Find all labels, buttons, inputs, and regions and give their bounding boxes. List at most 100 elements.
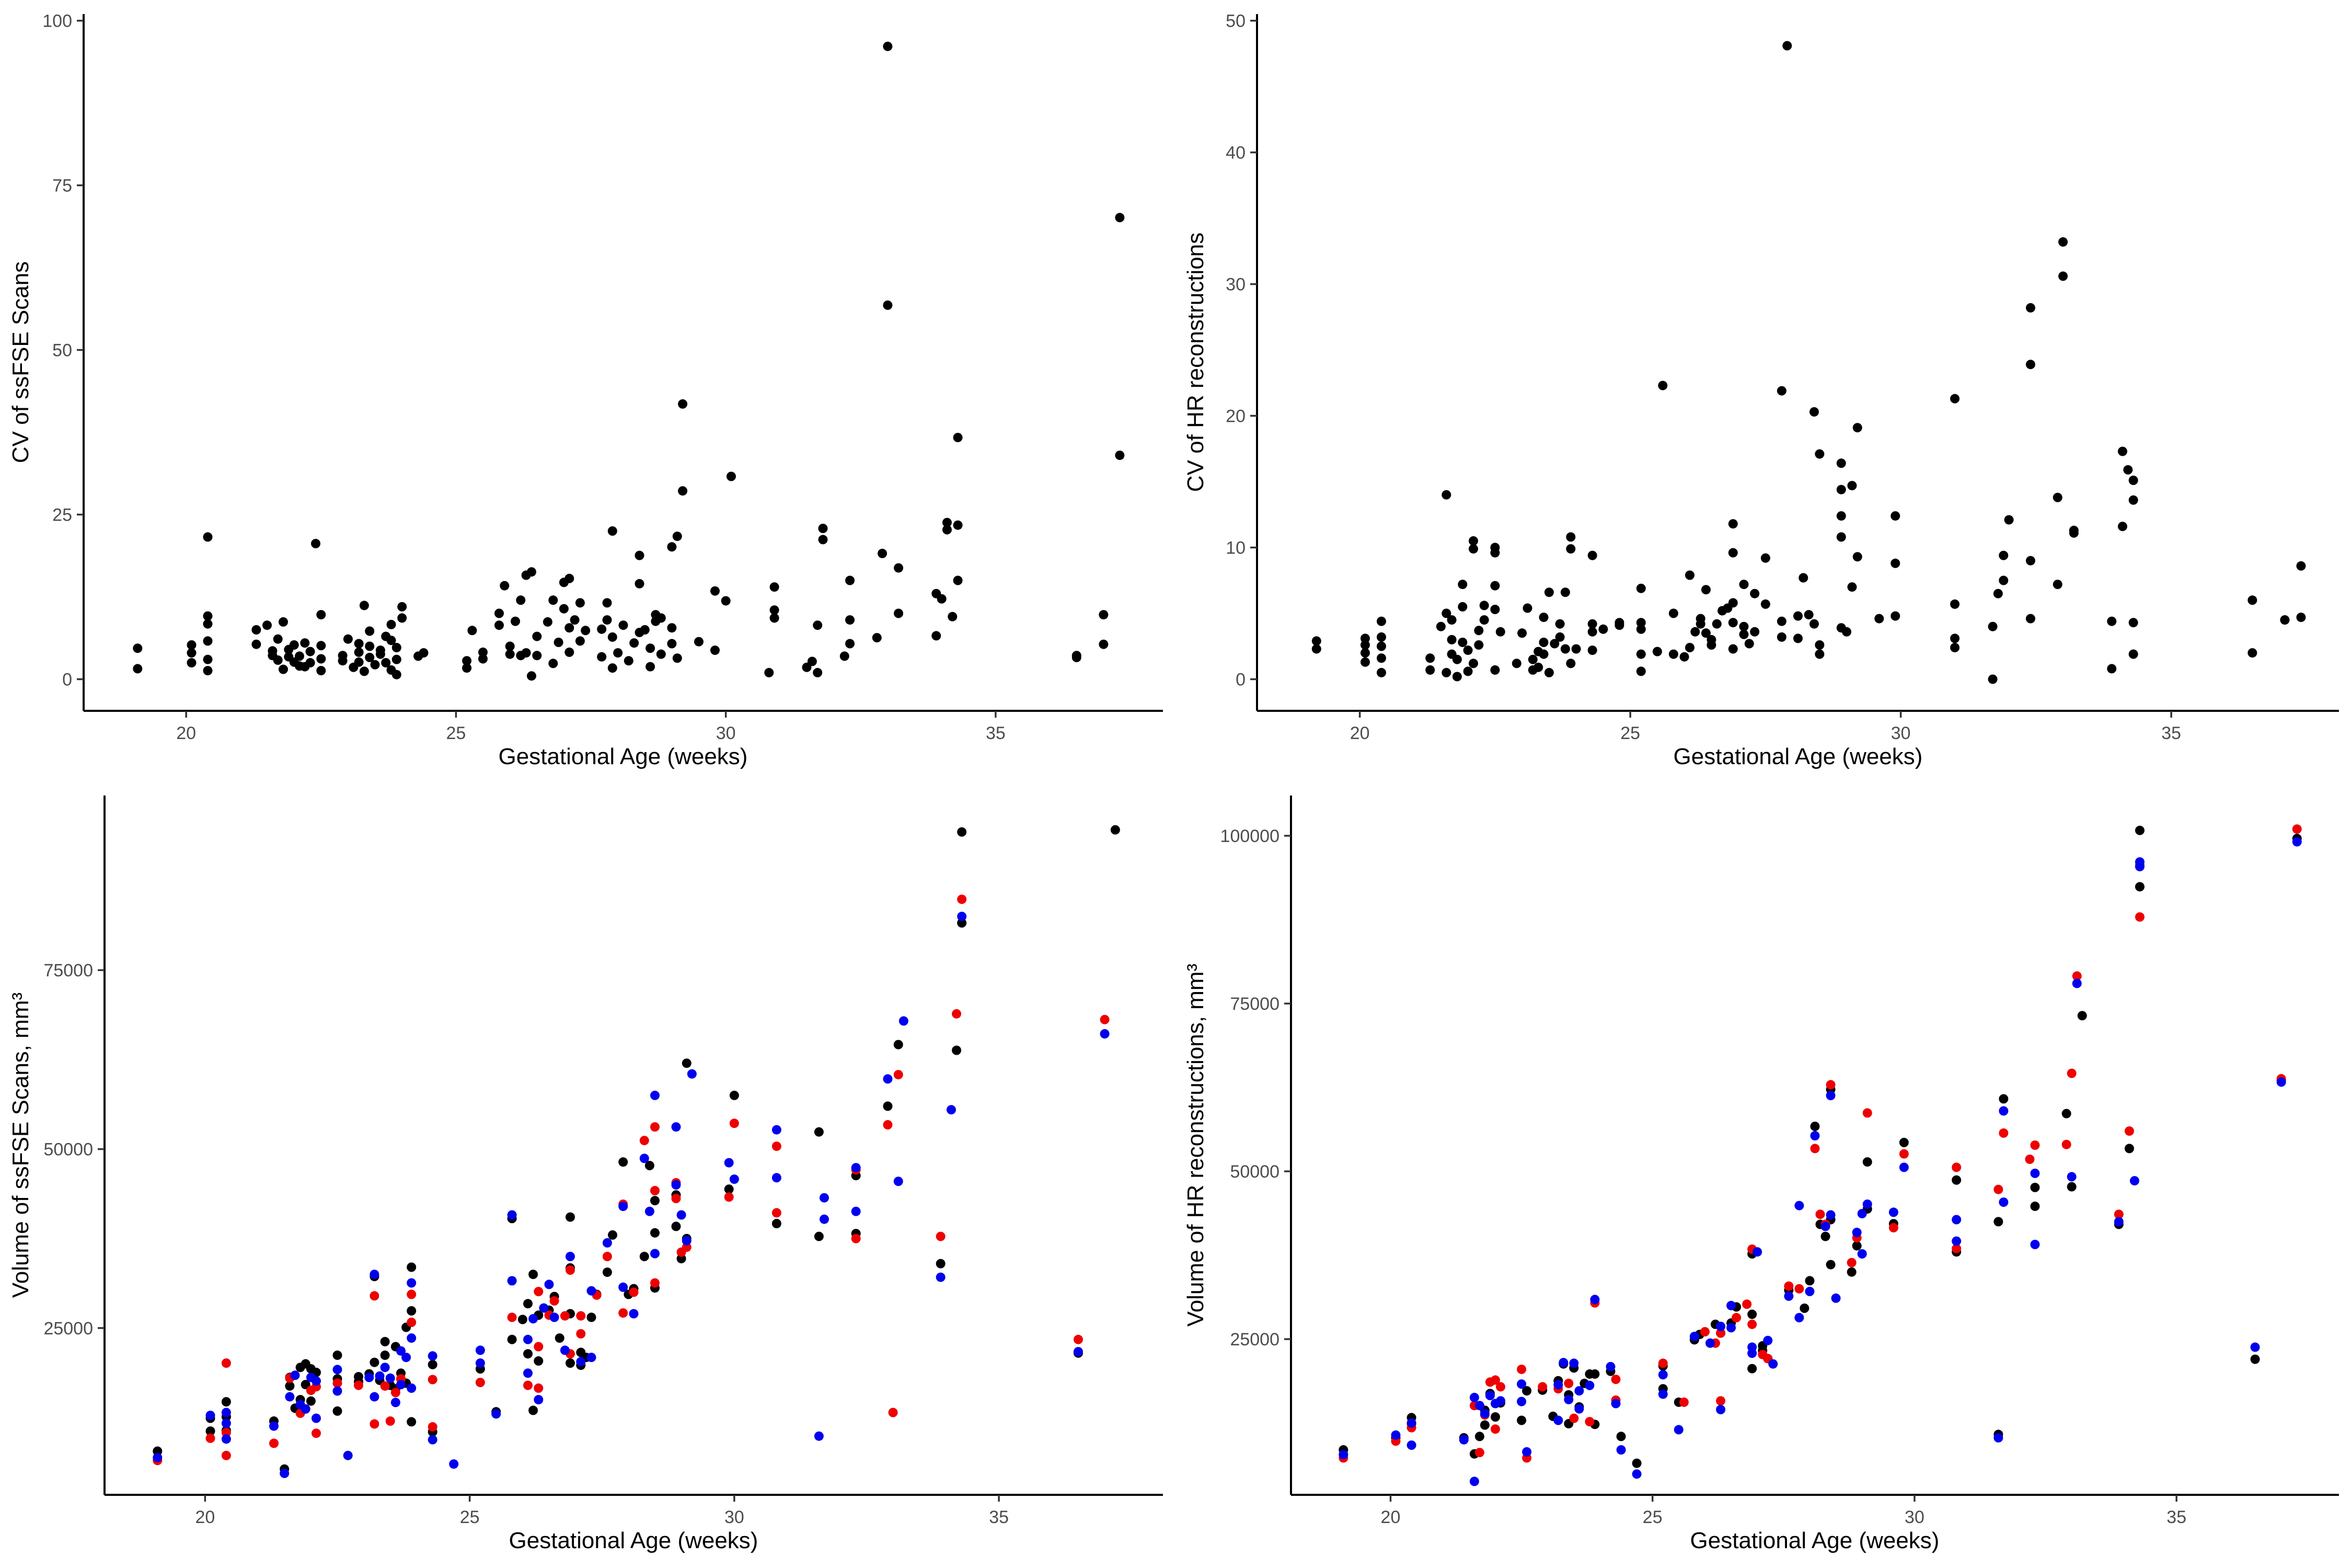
- data-point-CV: [710, 645, 720, 655]
- data-point-CV: [354, 639, 364, 649]
- data-point-CV: [1815, 640, 1825, 650]
- data-point-CV: [1852, 552, 1862, 562]
- data-point-blue: [566, 1252, 575, 1261]
- data-point-CV: [2247, 648, 2257, 658]
- data-point-CV: [548, 659, 558, 668]
- data-point-red: [957, 894, 967, 904]
- data-point-CV: [1115, 213, 1125, 223]
- data-point-black: [814, 1231, 824, 1241]
- data-point-CV: [1377, 667, 1386, 677]
- data-point-blue: [671, 1180, 681, 1190]
- y-axis-title: Volume of HR reconstructions, mm³: [1183, 964, 1208, 1327]
- data-point-black: [1517, 1415, 1527, 1425]
- data-point-blue: [290, 1370, 300, 1380]
- data-point-blue: [1522, 1447, 1532, 1457]
- data-point-CV: [813, 620, 823, 630]
- data-point-CV: [1425, 653, 1435, 663]
- data-point-red: [893, 1070, 903, 1080]
- data-point-CV: [419, 648, 429, 658]
- data-point-red: [1474, 1448, 1484, 1458]
- data-point-blue: [560, 1345, 570, 1355]
- data-point-black: [380, 1350, 390, 1360]
- data-point-blue: [957, 912, 967, 921]
- data-point-blue: [2292, 837, 2302, 847]
- data-point-CV: [640, 625, 650, 635]
- data-point-CV: [2296, 613, 2306, 622]
- data-point-CV: [1361, 640, 1370, 650]
- data-point-red: [2072, 971, 2082, 981]
- data-point-blue: [380, 1363, 390, 1373]
- data-point-CV: [1099, 610, 1109, 620]
- data-point-CV: [656, 613, 666, 623]
- data-point-CV: [769, 605, 779, 615]
- data-point-CV: [554, 638, 563, 647]
- y-tick-label: 50: [1226, 11, 1246, 31]
- data-point-CV: [359, 666, 369, 676]
- data-point-black: [1110, 825, 1120, 835]
- data-point-blue: [1747, 1348, 1757, 1358]
- data-point-CV: [187, 648, 197, 658]
- data-point-blue: [586, 1286, 596, 1296]
- data-point-blue: [396, 1380, 406, 1390]
- data-point-CV: [1815, 649, 1825, 659]
- data-point-CV: [581, 626, 591, 636]
- data-point-CV: [462, 656, 472, 666]
- data-point-red: [1658, 1358, 1668, 1368]
- data-point-CV: [1447, 615, 1457, 625]
- data-point-CV: [203, 619, 213, 629]
- data-point-blue: [1705, 1338, 1715, 1348]
- data-point-CV: [1463, 645, 1473, 655]
- data-point-CV: [1782, 41, 1792, 51]
- data-point-CV: [564, 623, 574, 633]
- y-tick-label: 50000: [1230, 1162, 1279, 1182]
- data-point-CV: [2069, 525, 2079, 535]
- data-point-blue: [1459, 1435, 1469, 1445]
- data-point-black: [380, 1336, 390, 1346]
- data-point-red: [390, 1388, 400, 1398]
- data-point-CV: [1809, 407, 1819, 417]
- data-point-red: [523, 1380, 533, 1390]
- data-point-blue: [2030, 1168, 2040, 1178]
- data-point-CV: [645, 662, 655, 672]
- data-point-CV: [2053, 492, 2062, 502]
- data-point-CV: [1993, 589, 2003, 598]
- data-point-red: [771, 1208, 781, 1218]
- data-point-CV: [289, 640, 299, 650]
- panel-top-right: 20 25 30 35 0 10 20 30 40 50 Gestational Age (wee…: [1183, 11, 2339, 769]
- data-point-blue: [1485, 1391, 1495, 1400]
- data-point-black: [2250, 1354, 2260, 1364]
- data-point-CV: [613, 648, 623, 658]
- data-point-CV: [359, 601, 369, 610]
- data-point-blue: [332, 1386, 342, 1396]
- data-point-red: [1491, 1424, 1500, 1434]
- data-point-red: [650, 1122, 660, 1132]
- data-point-blue: [1794, 1313, 1804, 1322]
- data-point-CV: [1685, 570, 1694, 580]
- data-point-CV: [1760, 599, 1770, 609]
- data-point-blue: [1517, 1397, 1527, 1406]
- data-point-black: [285, 1381, 295, 1391]
- point-layer: [1339, 824, 2302, 1486]
- data-point-blue: [618, 1282, 628, 1292]
- data-point-blue: [1999, 1106, 2009, 1116]
- data-point-blue: [947, 1105, 956, 1115]
- data-point-blue: [1952, 1215, 1962, 1225]
- data-point-CV: [1587, 619, 1597, 629]
- data-point-CV: [883, 41, 893, 51]
- y-tick-label: 100: [42, 11, 72, 31]
- data-point-CV: [1615, 618, 1624, 628]
- data-point-CV: [1658, 381, 1668, 390]
- data-point-black: [407, 1306, 417, 1316]
- data-point-CV: [1847, 481, 1857, 491]
- data-point-red: [1732, 1313, 1742, 1322]
- data-point-red: [1899, 1149, 1909, 1159]
- data-point-blue: [1826, 1091, 1836, 1100]
- data-point-blue: [1611, 1399, 1621, 1409]
- data-point-CV: [1852, 423, 1862, 433]
- data-point-CV: [1544, 667, 1554, 677]
- data-point-CV: [1555, 619, 1565, 629]
- data-point-black: [1491, 1412, 1500, 1422]
- data-point-CV: [391, 670, 401, 679]
- data-point-red: [576, 1311, 586, 1321]
- data-point-CV: [397, 613, 407, 623]
